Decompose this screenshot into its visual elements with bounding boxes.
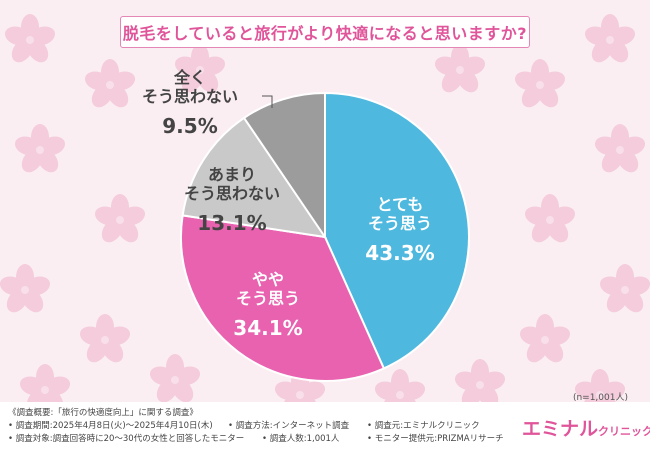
flower-icon (514, 59, 566, 108)
chart-title: 脱毛をしていると旅行がより快適になると思いますか? (120, 16, 530, 48)
slice-value-label: 13.1% (197, 211, 266, 235)
slice-value-label: 9.5% (162, 114, 217, 138)
brand-logo: エミナルクリニック (522, 414, 650, 441)
slice-category-label: そう思う (236, 289, 300, 308)
flower-icon (4, 14, 56, 63)
flower-icon (594, 124, 646, 173)
brand-sub: クリニック (598, 425, 650, 438)
flower-icon (14, 124, 66, 173)
pie-slice (181, 116, 328, 239)
flower-icon (94, 194, 146, 243)
survey-provider: • モニター提供元:PRIZMAリサーチ (367, 434, 504, 444)
survey-period: • 調査期間:2025年4月8日(火)〜2025年4月10日(木) (8, 421, 213, 431)
slice-category-label: そう思わない (142, 87, 238, 106)
survey-count: • 調査人数:1,001人 (262, 434, 340, 444)
leader-line (262, 95, 273, 108)
slice-category-label: とても (377, 195, 424, 214)
slice-category-label: やや (252, 270, 284, 289)
flower-icon (149, 354, 201, 403)
slice-value-label: 34.1% (233, 316, 302, 340)
slice-category-label: そう思う (368, 214, 432, 233)
flower-icon (524, 194, 576, 243)
slice-value-label: 43.3% (365, 241, 434, 265)
survey-summary-heading: 《調査概要:「旅行の快適度向上」に関する調査》 (8, 408, 198, 418)
flower-icon (84, 59, 136, 108)
flower-icon (174, 44, 226, 93)
slice-category-label: そう思わない (184, 184, 280, 203)
survey-target: • 調査対象:調査回答時に20〜30代の女性と回答したモニター (8, 434, 245, 444)
slice-category-label: 全く (173, 68, 206, 87)
pie-slice (180, 214, 386, 382)
flower-icon (454, 359, 506, 408)
sample-size-label: (n=1,001人) (572, 393, 628, 403)
slice-category-label: あまり (208, 165, 256, 184)
flower-icon (584, 14, 636, 63)
flower-icon (519, 314, 571, 363)
flower-icon (79, 314, 131, 363)
brand-main: エミナル (522, 418, 599, 440)
survey-method: • 調査方法:インターネット調査 (228, 421, 350, 431)
flower-icon (599, 264, 650, 313)
survey-organizer: • 調査元:エミナルクリニック (367, 421, 480, 431)
pie-slice (324, 91, 470, 370)
pie-slice (242, 91, 326, 241)
flower-icon (434, 44, 486, 93)
survey-footer (0, 402, 650, 450)
flower-icon (0, 264, 51, 313)
